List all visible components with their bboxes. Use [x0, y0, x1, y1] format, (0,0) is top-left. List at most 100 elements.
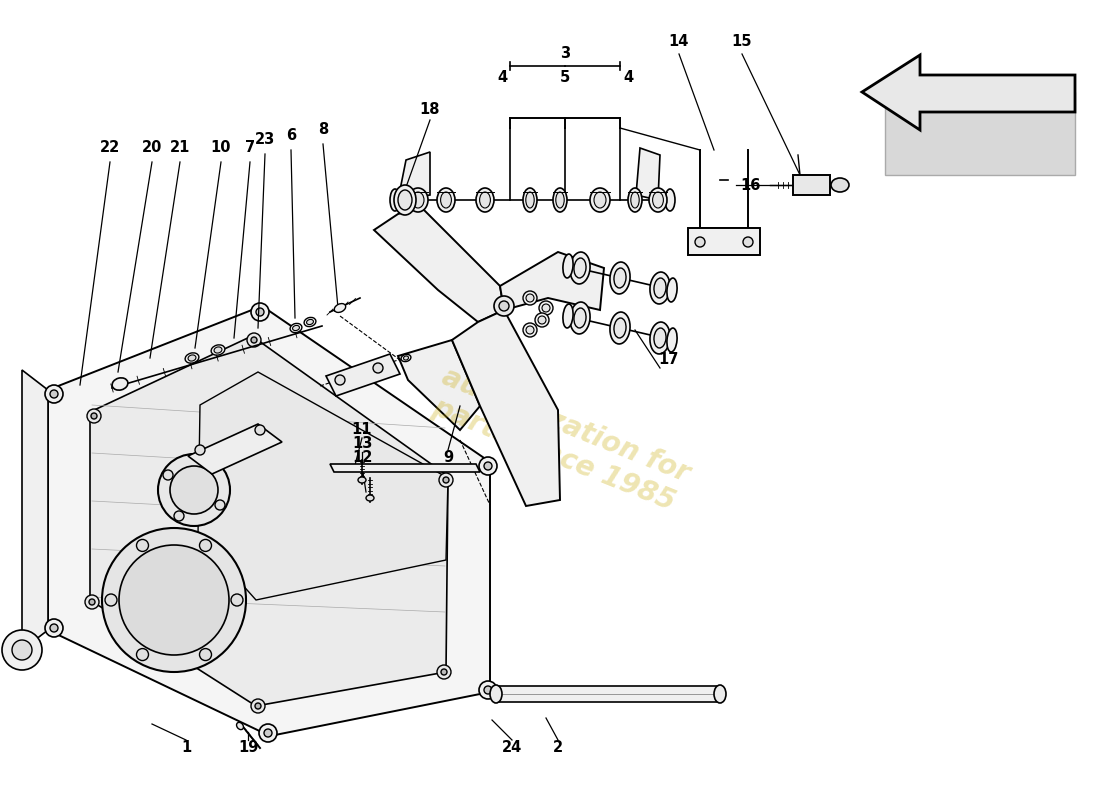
- Circle shape: [163, 470, 173, 480]
- Ellipse shape: [358, 477, 366, 483]
- Text: 2: 2: [553, 741, 563, 755]
- Ellipse shape: [830, 178, 849, 192]
- Ellipse shape: [666, 189, 675, 211]
- Text: 19: 19: [238, 741, 258, 755]
- Circle shape: [91, 413, 97, 419]
- Circle shape: [85, 595, 99, 609]
- Ellipse shape: [649, 188, 667, 212]
- Ellipse shape: [398, 190, 412, 210]
- Text: 10: 10: [211, 141, 231, 155]
- Ellipse shape: [334, 303, 345, 313]
- Ellipse shape: [614, 318, 626, 338]
- Ellipse shape: [526, 326, 534, 334]
- Ellipse shape: [304, 318, 316, 326]
- Ellipse shape: [188, 355, 196, 361]
- Circle shape: [174, 511, 184, 521]
- Text: 6: 6: [286, 129, 296, 143]
- Ellipse shape: [654, 328, 666, 348]
- Text: 18: 18: [420, 102, 440, 118]
- Polygon shape: [452, 310, 560, 506]
- Text: 11: 11: [352, 422, 372, 438]
- Circle shape: [231, 594, 243, 606]
- Text: 21: 21: [169, 141, 190, 155]
- Polygon shape: [862, 55, 1075, 130]
- Polygon shape: [22, 370, 48, 650]
- Polygon shape: [793, 175, 830, 195]
- Text: 12: 12: [352, 450, 372, 466]
- Circle shape: [499, 301, 509, 311]
- Ellipse shape: [630, 192, 639, 208]
- Circle shape: [50, 390, 58, 398]
- Text: 15: 15: [732, 34, 752, 50]
- Ellipse shape: [290, 323, 301, 333]
- Circle shape: [89, 599, 95, 605]
- Ellipse shape: [539, 301, 553, 315]
- Circle shape: [264, 729, 272, 737]
- Ellipse shape: [408, 188, 428, 212]
- Polygon shape: [330, 464, 480, 472]
- Circle shape: [136, 539, 149, 551]
- Ellipse shape: [714, 685, 726, 703]
- Circle shape: [336, 375, 345, 385]
- Text: 5: 5: [560, 70, 570, 86]
- Ellipse shape: [522, 188, 537, 212]
- Ellipse shape: [542, 304, 550, 312]
- Ellipse shape: [628, 188, 642, 212]
- Ellipse shape: [236, 722, 243, 730]
- Ellipse shape: [490, 685, 502, 703]
- Text: 7: 7: [245, 141, 255, 155]
- Ellipse shape: [522, 323, 537, 337]
- Circle shape: [258, 724, 277, 742]
- Circle shape: [256, 308, 264, 316]
- Polygon shape: [374, 208, 504, 322]
- Ellipse shape: [214, 347, 222, 353]
- Polygon shape: [398, 152, 430, 200]
- Circle shape: [214, 500, 225, 510]
- Circle shape: [119, 545, 229, 655]
- Polygon shape: [500, 252, 604, 310]
- Text: 23: 23: [255, 133, 275, 147]
- Ellipse shape: [667, 278, 678, 302]
- Text: 4: 4: [497, 70, 507, 86]
- Circle shape: [12, 640, 32, 660]
- Text: 1: 1: [180, 741, 191, 755]
- Ellipse shape: [553, 188, 566, 212]
- Ellipse shape: [535, 313, 549, 327]
- Ellipse shape: [366, 495, 374, 501]
- Ellipse shape: [667, 328, 678, 352]
- Circle shape: [373, 363, 383, 373]
- Ellipse shape: [476, 188, 494, 212]
- Polygon shape: [48, 306, 490, 736]
- Ellipse shape: [437, 188, 455, 212]
- Circle shape: [170, 466, 218, 514]
- Ellipse shape: [574, 308, 586, 328]
- Ellipse shape: [574, 258, 586, 278]
- Text: 20: 20: [142, 141, 162, 155]
- Ellipse shape: [563, 254, 573, 278]
- Polygon shape: [198, 372, 448, 600]
- Circle shape: [248, 333, 261, 347]
- Ellipse shape: [556, 192, 564, 208]
- Circle shape: [199, 649, 211, 661]
- Ellipse shape: [570, 302, 590, 334]
- Circle shape: [195, 445, 205, 455]
- Text: 16: 16: [740, 178, 760, 193]
- Circle shape: [437, 665, 451, 679]
- Ellipse shape: [441, 192, 451, 208]
- Circle shape: [494, 296, 514, 316]
- Circle shape: [251, 699, 265, 713]
- Polygon shape: [496, 686, 720, 702]
- Circle shape: [695, 237, 705, 247]
- Text: authorization for
parts since 1985: authorization for parts since 1985: [426, 362, 694, 518]
- Circle shape: [45, 385, 63, 403]
- Ellipse shape: [293, 326, 299, 330]
- Circle shape: [443, 477, 449, 483]
- Text: 13: 13: [352, 437, 372, 451]
- Text: 8: 8: [318, 122, 328, 138]
- Ellipse shape: [394, 185, 416, 215]
- Ellipse shape: [480, 192, 491, 208]
- Ellipse shape: [654, 278, 666, 298]
- Circle shape: [104, 594, 117, 606]
- Circle shape: [441, 669, 447, 675]
- Text: 24: 24: [502, 741, 522, 755]
